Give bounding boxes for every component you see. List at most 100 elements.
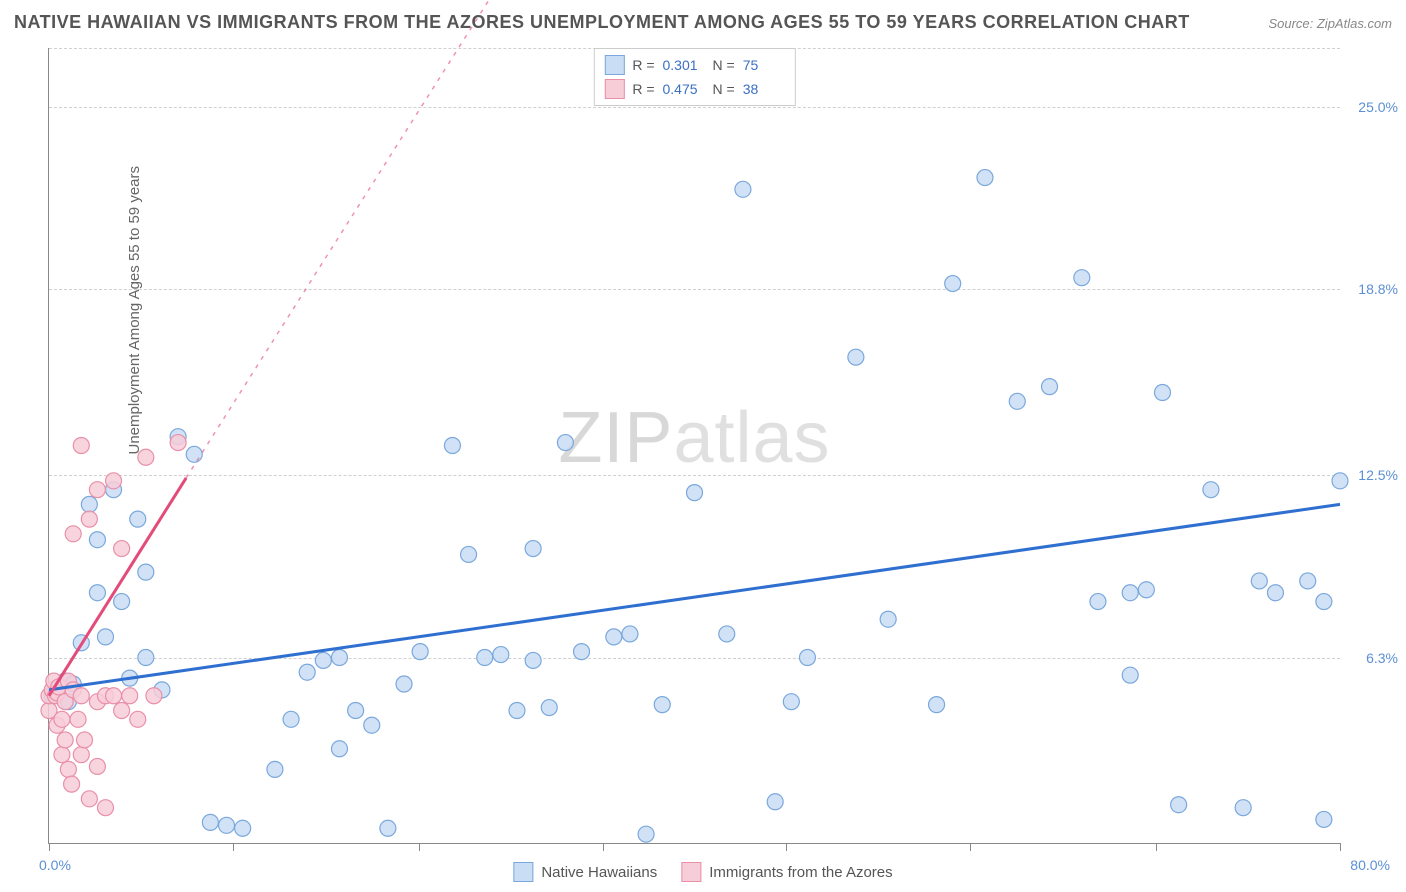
data-point — [1332, 473, 1348, 489]
x-max-label: 80.0% — [1350, 857, 1390, 873]
data-point — [477, 650, 493, 666]
data-point — [557, 435, 573, 451]
data-point — [89, 585, 105, 601]
data-point — [1300, 573, 1316, 589]
data-point — [138, 650, 154, 666]
data-point — [89, 758, 105, 774]
n-label: N = — [713, 57, 735, 73]
data-point — [880, 611, 896, 627]
data-point — [1203, 482, 1219, 498]
data-point — [64, 776, 80, 792]
y-tick-label: 18.8% — [1358, 281, 1398, 297]
data-point — [638, 826, 654, 842]
data-point — [235, 820, 251, 836]
data-point — [509, 703, 525, 719]
data-point — [1122, 585, 1138, 601]
data-point — [73, 438, 89, 454]
x-min-label: 0.0% — [39, 857, 71, 873]
plot-area: ZIPatlas R = 0.301 N = 75 R = 0.475 N = … — [48, 48, 1340, 844]
data-point — [170, 435, 186, 451]
data-point — [1316, 811, 1332, 827]
data-point — [89, 532, 105, 548]
x-tick — [49, 843, 50, 851]
data-point — [60, 761, 76, 777]
y-tick-label: 25.0% — [1358, 99, 1398, 115]
data-point — [89, 482, 105, 498]
data-point — [525, 541, 541, 557]
swatch-pink — [681, 862, 701, 882]
data-point — [783, 694, 799, 710]
stats-legend-row: R = 0.301 N = 75 — [604, 53, 784, 77]
data-point — [65, 526, 81, 542]
data-point — [114, 541, 130, 557]
stats-legend-row: R = 0.475 N = 38 — [604, 77, 784, 101]
trend-line — [49, 478, 186, 696]
legend-item: Immigrants from the Azores — [681, 862, 892, 882]
data-point — [70, 711, 86, 727]
data-point — [81, 511, 97, 527]
data-point — [848, 349, 864, 365]
data-point — [202, 814, 218, 830]
r-value: 0.301 — [663, 57, 705, 73]
data-point — [81, 791, 97, 807]
data-point — [299, 664, 315, 680]
data-point — [799, 650, 815, 666]
data-point — [735, 181, 751, 197]
data-point — [331, 650, 347, 666]
r-value: 0.475 — [663, 81, 705, 97]
swatch-blue — [513, 862, 533, 882]
legend-label: Native Hawaiians — [541, 864, 657, 881]
data-point — [138, 449, 154, 465]
data-point — [767, 794, 783, 810]
data-point — [106, 473, 122, 489]
legend-label: Immigrants from the Azores — [709, 864, 892, 881]
data-point — [1171, 797, 1187, 813]
x-tick — [603, 843, 604, 851]
data-point — [622, 626, 638, 642]
data-point — [1251, 573, 1267, 589]
data-point — [97, 800, 113, 816]
data-point — [73, 688, 89, 704]
data-point — [54, 747, 70, 763]
data-point — [364, 717, 380, 733]
data-point — [114, 594, 130, 610]
data-point — [114, 703, 130, 719]
data-point — [380, 820, 396, 836]
data-point — [146, 688, 162, 704]
data-point — [929, 697, 945, 713]
data-point — [1267, 585, 1283, 601]
data-point — [97, 629, 113, 645]
header: NATIVE HAWAIIAN VS IMMIGRANTS FROM THE A… — [14, 12, 1392, 33]
n-label: N = — [713, 81, 735, 97]
y-tick-label: 12.5% — [1358, 467, 1398, 483]
data-point — [331, 741, 347, 757]
data-point — [73, 747, 89, 763]
swatch-pink — [604, 79, 624, 99]
data-point — [1009, 393, 1025, 409]
data-point — [977, 170, 993, 186]
data-point — [654, 697, 670, 713]
x-tick — [233, 843, 234, 851]
data-point — [138, 564, 154, 580]
data-point — [348, 703, 364, 719]
data-point — [525, 652, 541, 668]
data-point — [541, 700, 557, 716]
data-point — [130, 711, 146, 727]
data-point — [106, 688, 122, 704]
data-point — [130, 511, 146, 527]
source-label: Source: ZipAtlas.com — [1268, 16, 1392, 31]
data-point — [412, 644, 428, 660]
data-point — [493, 647, 509, 663]
plot-svg — [49, 48, 1340, 843]
data-point — [1235, 800, 1251, 816]
data-point — [1138, 582, 1154, 598]
data-point — [81, 496, 97, 512]
x-tick — [1340, 843, 1341, 851]
data-point — [1122, 667, 1138, 683]
swatch-blue — [604, 55, 624, 75]
data-point — [57, 732, 73, 748]
data-point — [122, 688, 138, 704]
x-tick — [419, 843, 420, 851]
data-point — [444, 438, 460, 454]
data-point — [77, 732, 93, 748]
